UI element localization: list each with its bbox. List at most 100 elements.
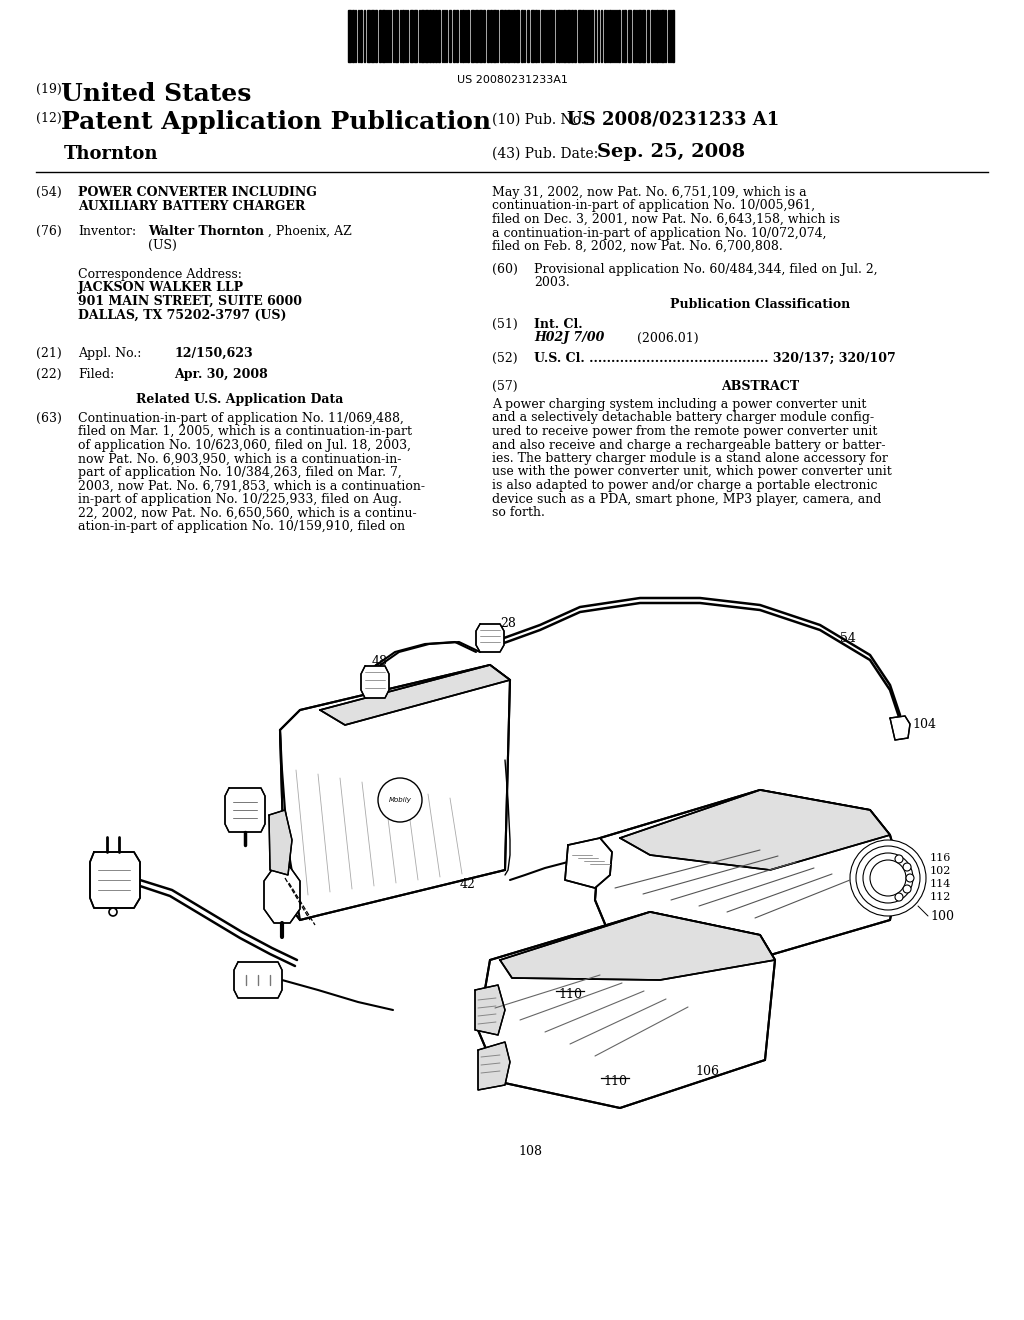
Bar [471,11,474,62]
Text: Correspondence Address:: Correspondence Address: [78,268,242,281]
Bar [479,11,482,62]
Text: DALLAS, TX 75202-3797 (US): DALLAS, TX 75202-3797 (US) [78,309,287,322]
Text: 112: 112 [930,892,951,902]
Polygon shape [90,851,140,908]
Circle shape [870,861,906,896]
Text: 48: 48 [372,655,388,668]
Polygon shape [565,838,612,888]
Text: in-part of application No. 10/225,933, filed on Aug.: in-part of application No. 10/225,933, f… [78,492,401,506]
Bar [360,11,362,62]
Text: 104: 104 [912,718,936,731]
Text: 54: 54 [840,632,856,645]
Text: part of application No. 10/384,263, filed on Mar. 7,: part of application No. 10/384,263, file… [78,466,401,479]
Text: Sep. 25, 2008: Sep. 25, 2008 [597,143,745,161]
Bar [513,11,515,62]
Bar [493,11,496,62]
Text: and a selectively detachable battery charger module config-: and a selectively detachable battery cha… [492,412,874,425]
Text: 2003.: 2003. [534,276,569,289]
Text: (76): (76) [36,224,61,238]
Text: (21): (21) [36,347,61,360]
Text: Appl. No.:: Appl. No.: [78,347,141,360]
Bar [656,11,658,62]
Bar [527,11,529,62]
Bar [507,11,510,62]
Text: Filed:: Filed: [78,368,115,381]
Bar [618,11,620,62]
Bar [647,11,649,62]
Bar [410,11,413,62]
Polygon shape [361,667,389,698]
Text: (43) Pub. Date:: (43) Pub. Date: [492,147,598,161]
Text: 22, 2002, now Pat. No. 6,650,560, which is a continu-: 22, 2002, now Pat. No. 6,650,560, which … [78,507,417,520]
Polygon shape [234,962,282,998]
Bar [541,11,544,62]
Text: May 31, 2002, now Pat. No. 6,751,109, which is a: May 31, 2002, now Pat. No. 6,751,109, wh… [492,186,807,199]
Text: Int. Cl.: Int. Cl. [534,318,583,331]
Bar [662,11,664,62]
Text: 110: 110 [558,987,582,1001]
Bar [582,11,584,62]
Text: 901 MAIN STREET, SUITE 6000: 901 MAIN STREET, SUITE 6000 [78,294,302,308]
Text: 114: 114 [930,879,951,888]
Text: Inventor:: Inventor: [78,224,136,238]
Bar [571,11,573,62]
Text: AUXILIARY BATTERY CHARGER: AUXILIARY BATTERY CHARGER [78,199,305,213]
Bar [604,11,606,62]
Bar [531,11,534,62]
Text: United States: United States [61,82,251,106]
Circle shape [378,777,422,822]
Bar [395,11,398,62]
Bar [672,11,674,62]
Polygon shape [500,912,775,979]
Polygon shape [319,665,510,725]
Text: (60): (60) [492,263,518,276]
Polygon shape [225,788,265,832]
Bar [453,11,455,62]
Polygon shape [264,867,300,923]
Bar [467,11,469,62]
Text: Thornton: Thornton [63,145,159,162]
Bar [591,11,593,62]
Bar [438,11,440,62]
Bar [402,11,404,62]
Circle shape [856,846,920,909]
Bar [516,11,519,62]
Text: 12/150,623: 12/150,623 [174,347,253,360]
Circle shape [906,874,914,882]
Text: H02J 7/00: H02J 7/00 [534,331,604,345]
Circle shape [850,840,926,916]
Bar [435,11,437,62]
Bar [425,11,428,62]
Text: (51): (51) [492,318,518,331]
Text: 108: 108 [518,1144,542,1158]
Circle shape [903,884,911,894]
Text: and also receive and charge a rechargeable battery or batter-: and also receive and charge a rechargeab… [492,438,886,451]
Bar [456,11,458,62]
Bar [567,11,570,62]
Text: Mobily: Mobily [388,797,412,803]
Bar [348,11,351,62]
Bar [414,11,417,62]
Text: (63): (63) [36,412,61,425]
Text: (12): (12) [36,112,61,125]
Bar [483,11,485,62]
Polygon shape [476,624,504,652]
Text: U.S. Cl. ......................................... 320/137; 320/107: U.S. Cl. ...............................… [534,352,896,366]
Bar [352,11,354,62]
Text: ies. The battery charger module is a stand alone accessory for: ies. The battery charger module is a sta… [492,451,888,465]
Bar [379,11,381,62]
Text: 28: 28 [500,616,516,630]
Polygon shape [890,715,910,741]
Text: (52): (52) [492,352,517,366]
Text: 102: 102 [930,866,951,876]
Bar [558,11,560,62]
Text: ured to receive power from the remote power converter unit: ured to receive power from the remote po… [492,425,878,438]
Text: A power charging system including a power converter unit: A power charging system including a powe… [492,399,866,411]
Text: US 20080231233A1: US 20080231233A1 [457,75,567,84]
Text: filed on Dec. 3, 2001, now Pat. No. 6,643,158, which is: filed on Dec. 3, 2001, now Pat. No. 6,64… [492,213,840,226]
Text: so forth.: so forth. [492,506,545,519]
Bar [490,11,492,62]
Text: 100: 100 [930,909,954,923]
Text: Walter Thornton: Walter Thornton [148,224,264,238]
Text: JACKSON WALKER LLP: JACKSON WALKER LLP [78,281,244,294]
